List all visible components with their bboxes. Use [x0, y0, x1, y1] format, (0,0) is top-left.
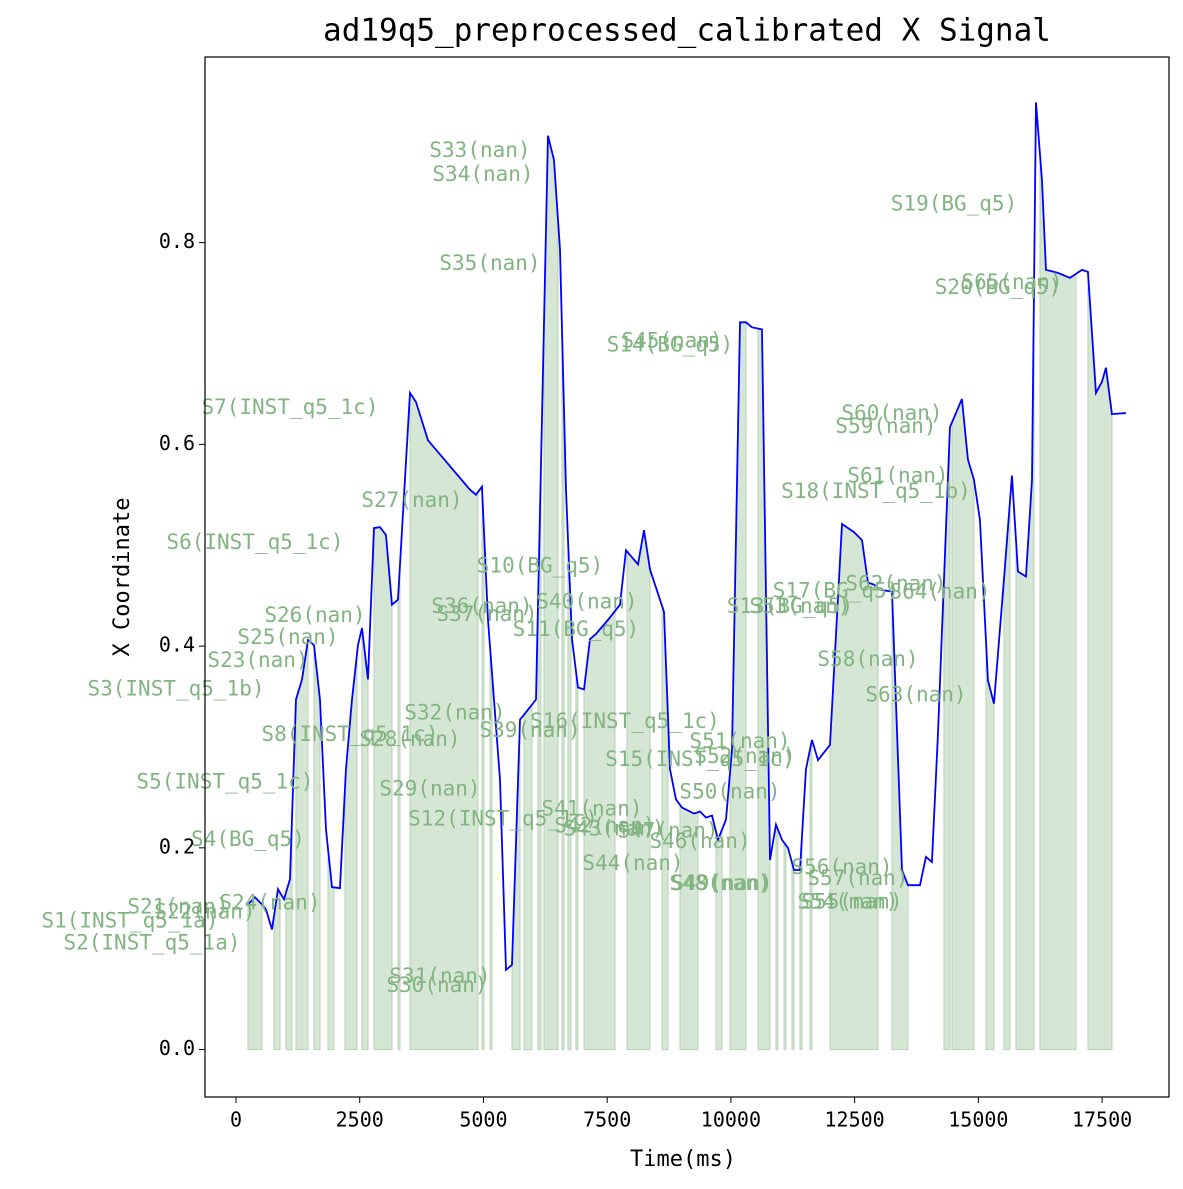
- segment-label: S41(nan): [541, 797, 642, 821]
- segment-label: S12(INST_q5_1c): [408, 807, 598, 831]
- x-tick-label: 5000: [459, 1108, 507, 1132]
- span-area: [783, 840, 787, 1051]
- x-tick-label: 17500: [1072, 1108, 1132, 1132]
- segment-label: S15(INST_q5_1c): [605, 747, 795, 771]
- segment-label: S19(BG_q5): [891, 191, 1017, 215]
- x-tick-label: 0: [230, 1108, 242, 1132]
- segment-label: S5(INST_q5_1c): [136, 769, 313, 793]
- segment-label: S34(nan): [432, 162, 533, 186]
- segment-label: S46(nan): [649, 829, 750, 853]
- segment-label: S54(nan): [797, 889, 898, 913]
- segment-label: S30(nan): [386, 973, 487, 997]
- segment-label: S6(INST_q5_1c): [166, 530, 343, 554]
- x-tick-label: 7500: [583, 1108, 631, 1132]
- span-area: [775, 824, 779, 1051]
- chart-title: ad19q5_preprocessed_calibrated X Signal: [323, 13, 1051, 49]
- segment-label: S47(nan): [617, 819, 718, 843]
- segment-label: S25(nan): [237, 625, 338, 649]
- span-area: [313, 645, 321, 1051]
- segment-label: S28(nan): [359, 727, 460, 751]
- y-tick-label: 0.0: [159, 1036, 195, 1060]
- y-tick-label: 0.2: [159, 834, 195, 858]
- segment-label: S39(nan): [479, 718, 580, 742]
- segment-label: S42(nan): [554, 814, 655, 838]
- segment-label: S24(nan): [219, 890, 320, 914]
- segment-label: S60(nan): [841, 401, 942, 425]
- y-axis-label: X Coordinate: [110, 498, 135, 657]
- plot-frame: [204, 56, 1170, 1098]
- segment-label: S36(nan): [431, 594, 532, 618]
- segment-label: S49(nan): [671, 871, 772, 895]
- segment-label: S55(nan): [801, 889, 902, 913]
- segment-label: S27(nan): [361, 488, 462, 512]
- segment-label: S3(INST_q5_1b): [87, 676, 264, 700]
- x-axis-label: Time(ms): [630, 1147, 736, 1172]
- span-area: [791, 862, 795, 1051]
- span-area: [715, 829, 723, 1051]
- x-tick-label: 15000: [948, 1108, 1008, 1132]
- segment-label: S56(nan): [791, 855, 892, 879]
- segment-label: S16(INST_q5_1c): [530, 709, 720, 733]
- y-tick-label: 0.6: [159, 431, 195, 455]
- segment-label: S1(INST_q5_1a): [41, 908, 218, 932]
- segment-label: S48(nan): [669, 871, 770, 895]
- lines: [247, 102, 1127, 972]
- segment-label: S58(nan): [817, 647, 918, 671]
- segment-label: S59(nan): [835, 414, 936, 438]
- spans: [247, 135, 1113, 1051]
- segment-label: S2(INST_q5_1a): [63, 931, 240, 955]
- segment-label: S20(BG_q5): [935, 275, 1061, 299]
- segment-label: S57(nan): [807, 866, 908, 890]
- segment-label: S4(BG_q5): [191, 827, 305, 851]
- y-tick-label: 0.4: [159, 633, 195, 657]
- segment-label: S21(nan): [127, 894, 228, 918]
- segment-label: S29(nan): [379, 776, 480, 800]
- segment-label: S31(nan): [389, 964, 490, 988]
- segment-label: S18(INST_q5_1b): [781, 479, 971, 503]
- span-area: [561, 329, 565, 1051]
- ticks: 0 2500 5000 7500 10000 12500 15000 17500 0.0 0.2 0…: [159, 229, 1132, 1131]
- segment-label: S52(nan): [694, 744, 795, 768]
- segment-label: S44(nan): [582, 851, 683, 875]
- span-area: [523, 703, 533, 1051]
- span-area: [361, 627, 369, 1051]
- segment-label: S23(nan): [207, 648, 308, 672]
- segment-label: S7(INST_q5_1c): [201, 395, 378, 419]
- segment-label: S50(nan): [679, 779, 780, 803]
- segment-label: S63(nan): [865, 683, 966, 707]
- segment-label: S61(nan): [847, 464, 948, 488]
- segment-label: S35(nan): [439, 251, 540, 275]
- x-tick-label: 10000: [701, 1108, 761, 1132]
- segment-label: S43(nan): [563, 817, 664, 841]
- segment-label: S64(nan): [889, 580, 990, 604]
- segment-label: S62(nan): [845, 572, 946, 596]
- segment-label: S14(BG_q5): [607, 332, 733, 356]
- segment-label: S33(nan): [429, 138, 530, 162]
- segment-label: S11(BG_q5): [513, 617, 639, 641]
- segment-label: S40(nan): [536, 590, 637, 614]
- segment-label: S53(nan): [749, 594, 850, 618]
- span-area: [1003, 501, 1011, 1051]
- segment-label: S32(nan): [404, 701, 505, 725]
- x-tick-label: 2500: [336, 1108, 384, 1132]
- signal-line: [247, 102, 1127, 972]
- segment-label: S51(nan): [689, 729, 790, 753]
- segment-label: S26(nan): [264, 603, 365, 627]
- annotations: S1(INST_q5_1a)S2(INST_q5_1a)S21(nan)S22(…: [41, 138, 1062, 997]
- segment-label: S8(INST_q5_1c): [261, 722, 438, 746]
- x-tick-label: 12500: [825, 1108, 885, 1132]
- segment-label: S37(nan): [436, 602, 537, 626]
- segment-label: S45(nan): [621, 328, 722, 352]
- y-tick-label: 0.8: [159, 229, 195, 253]
- segment-label: S65(nan): [961, 270, 1062, 294]
- segment-label: S10(BG_q5): [477, 553, 603, 577]
- segment-label: S17(BG_q5): [773, 579, 899, 603]
- segment-label: S13(BG_q5): [727, 594, 853, 618]
